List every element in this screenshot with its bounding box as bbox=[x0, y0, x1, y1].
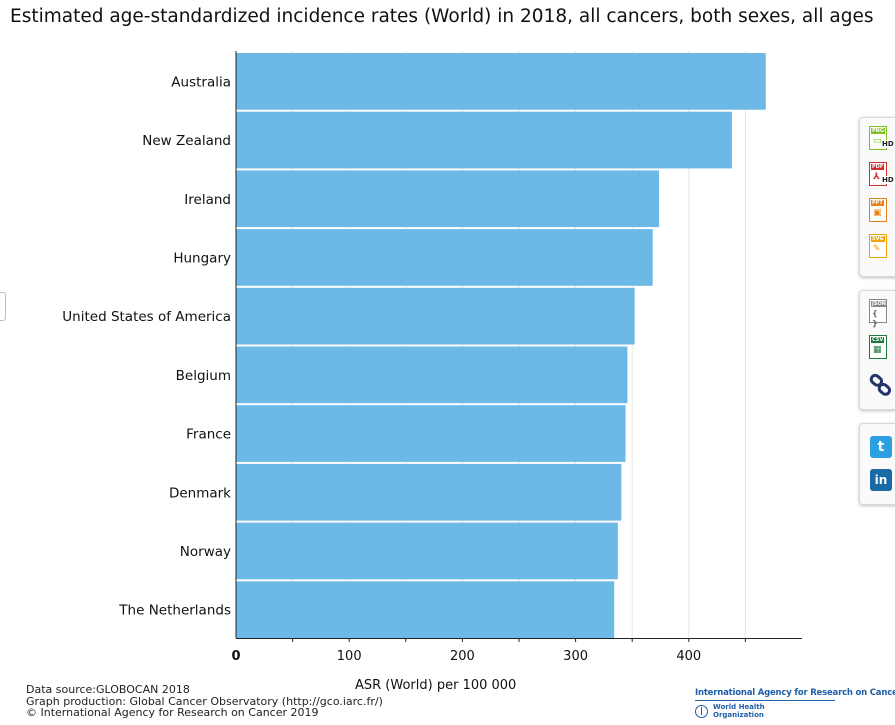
png-tag: PNG bbox=[871, 128, 885, 134]
json-download-button[interactable]: JSON { } bbox=[869, 299, 891, 328]
twitter-icon: t bbox=[877, 439, 885, 455]
x-tick-label: 200 bbox=[450, 649, 475, 664]
category-label: Norway bbox=[180, 544, 231, 560]
png-download-button[interactable]: PNG ▭ HD bbox=[869, 126, 895, 154]
bar-united-states-of-america bbox=[236, 287, 635, 345]
bar-hungary bbox=[236, 229, 653, 286]
category-label: New Zealand bbox=[142, 133, 231, 149]
link-button[interactable] bbox=[869, 373, 892, 401]
share-toolbar: t in bbox=[859, 423, 895, 505]
twitter-share-button[interactable]: t bbox=[870, 436, 892, 458]
linkedin-share-button[interactable]: in bbox=[870, 469, 892, 491]
svg-download-icon: SVG ✎ bbox=[869, 234, 887, 258]
bar-france bbox=[236, 405, 626, 462]
svg-glyph: ✎ bbox=[873, 244, 881, 254]
link-icon bbox=[869, 373, 892, 396]
x-axis-label: ASR (World) per 100 000 bbox=[355, 678, 517, 693]
chart-title: Estimated age-standardized incidence rat… bbox=[10, 6, 874, 27]
pdf-download-button[interactable]: PDF ⅄ HD bbox=[869, 162, 895, 190]
image-export-toolbar: PNG ▭ HD PDF ⅄ HD PPT ▣ SVG ✎ bbox=[859, 117, 895, 277]
ppt-download-button[interactable]: PPT ▣ bbox=[869, 198, 891, 226]
ppt-tag: PPT bbox=[871, 200, 884, 206]
pdf-tag: PDF bbox=[871, 164, 885, 170]
category-label: United States of America bbox=[62, 309, 231, 325]
png-hd-label: HD bbox=[881, 140, 895, 148]
ppt-download-icon: PPT ▣ bbox=[869, 198, 887, 222]
chart-footer: Data source:GLOBOCAN 2018 Graph producti… bbox=[26, 684, 383, 719]
csv-glyph: ▦ bbox=[873, 345, 882, 355]
category-label: Ireland bbox=[184, 192, 231, 208]
json-tag: JSON bbox=[871, 301, 887, 307]
data-export-toolbar: JSON { } CSV ▦ bbox=[859, 290, 895, 410]
category-label: Hungary bbox=[173, 250, 231, 266]
bar-norway bbox=[236, 522, 618, 580]
graph-production-text: Graph production: Global Cancer Observat… bbox=[26, 694, 383, 708]
x-tick-label: 100 bbox=[337, 649, 362, 664]
pdf-glyph: ⅄ bbox=[873, 172, 880, 182]
pdf-hd-label: HD bbox=[881, 176, 895, 184]
side-panel-handle[interactable] bbox=[0, 292, 6, 321]
category-label: The Netherlands bbox=[118, 603, 231, 619]
iarc-name: International Agency for Research on Can… bbox=[695, 688, 895, 701]
x-tick-label: 400 bbox=[676, 649, 701, 664]
linkedin-icon: in bbox=[874, 473, 888, 487]
category-label: France bbox=[186, 427, 231, 443]
category-label: Australia bbox=[171, 74, 231, 90]
who-name: World Health Organization bbox=[713, 703, 765, 719]
csv-tag: CSV bbox=[871, 337, 885, 343]
bar-australia bbox=[236, 53, 766, 110]
csv-download-icon: CSV ▦ bbox=[869, 335, 887, 359]
svg-download-button[interactable]: SVG ✎ bbox=[869, 234, 891, 262]
data-source-text: Data source:GLOBOCAN 2018 bbox=[26, 683, 190, 696]
iarc-who-logo: International Agency for Research on Can… bbox=[695, 688, 895, 719]
category-label: Belgium bbox=[176, 368, 231, 384]
who-line-1: World Health bbox=[713, 703, 765, 711]
copyright-text: © International Agency for Research on C… bbox=[26, 706, 319, 719]
x-tick-label: 300 bbox=[563, 649, 588, 664]
png-glyph: ▭ bbox=[873, 136, 882, 146]
who-line-2: Organization bbox=[713, 710, 764, 719]
bar-ireland bbox=[236, 170, 660, 228]
bar-belgium bbox=[236, 346, 628, 404]
who-block: World Health Organization bbox=[695, 703, 835, 719]
json-glyph: { } bbox=[872, 309, 878, 328]
bar-the-netherlands bbox=[236, 581, 615, 638]
who-emblem-icon bbox=[695, 705, 708, 718]
ppt-glyph: ▣ bbox=[873, 208, 882, 218]
category-label: Denmark bbox=[169, 485, 231, 501]
bar-denmark bbox=[236, 463, 622, 521]
x-tick-label: 0 bbox=[231, 649, 240, 664]
csv-download-button[interactable]: CSV ▦ bbox=[869, 335, 891, 363]
json-download-icon: JSON { } bbox=[869, 299, 887, 328]
bar-new-zealand bbox=[236, 111, 732, 169]
svg-tag: SVG bbox=[871, 236, 885, 242]
